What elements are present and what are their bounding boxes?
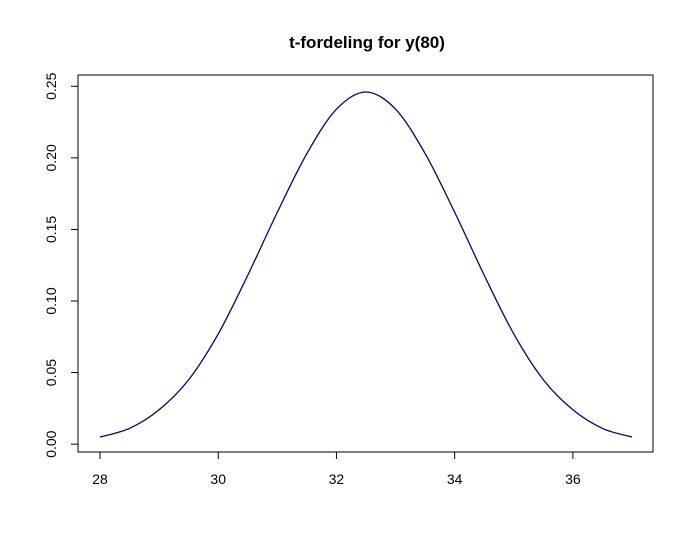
x-tick-label: 32 xyxy=(329,471,345,487)
plot-frame xyxy=(77,74,654,453)
y-tick-label: 0.25 xyxy=(43,72,59,99)
y-axis: 0.00 0.05 0.10 0.15 0.20 0.25 xyxy=(43,72,79,458)
y-tick-label: 0.00 xyxy=(43,430,59,457)
y-tick-label: 0.15 xyxy=(43,216,59,243)
x-tick-label: 34 xyxy=(447,471,463,487)
series-line-0 xyxy=(99,91,633,438)
x-tick-label: 28 xyxy=(92,471,108,487)
y-tick-label: 0.10 xyxy=(43,287,59,314)
series-layer xyxy=(99,91,633,438)
y-tick-label: 0.05 xyxy=(43,359,59,386)
chart-title: t-fordeling for y(80) xyxy=(289,33,445,52)
x-axis: 28 30 32 34 36 xyxy=(92,451,581,487)
y-tick-label: 0.20 xyxy=(43,144,59,171)
x-tick-label: 36 xyxy=(565,471,581,487)
x-tick-label: 30 xyxy=(210,471,226,487)
